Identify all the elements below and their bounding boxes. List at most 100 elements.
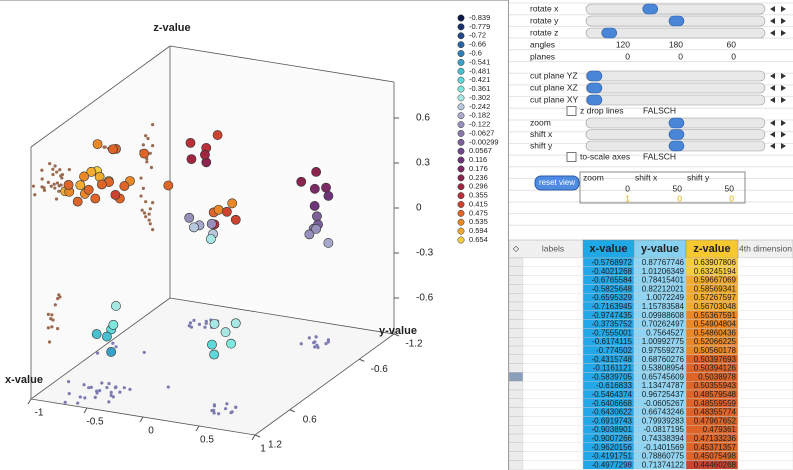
x-tick-label: -0.5 — [86, 417, 104, 428]
data-point — [220, 327, 231, 338]
cell-value: 0.50560178 — [694, 346, 737, 355]
slider-right-arrow[interactable] — [781, 18, 786, 24]
slider-right-arrow[interactable] — [781, 131, 786, 138]
slider-right-arrow[interactable] — [781, 30, 786, 36]
slider-thumb[interactable] — [668, 15, 685, 27]
wall-shadow — [148, 151, 152, 155]
legend-swatch — [457, 32, 465, 40]
slider-left-arrow[interactable] — [770, 6, 775, 12]
floor-shadow — [87, 386, 91, 390]
slider-left-arrow[interactable] — [770, 120, 775, 126]
wall-shadow — [40, 177, 44, 181]
wall-shadow — [56, 327, 60, 331]
slider-track[interactable] — [585, 82, 766, 94]
dimension-cell — [737, 257, 793, 268]
legend-swatch — [457, 67, 465, 75]
control-label: cut plane YZ — [530, 70, 578, 80]
data-point — [321, 182, 331, 193]
slider-left-arrow[interactable] — [770, 131, 775, 138]
wall-shadow — [50, 325, 54, 329]
wall-shadow — [146, 136, 150, 141]
slider-right-arrow[interactable] — [781, 143, 786, 149]
cell-value: 0.45371357 — [694, 443, 737, 452]
cell-value: 0.96725437 — [642, 390, 685, 399]
data-point — [63, 179, 74, 190]
slider-right-arrow[interactable] — [781, 97, 786, 103]
slider-right-arrow[interactable] — [781, 6, 786, 12]
legend-label: -0.302 — [469, 93, 490, 102]
legend-label: -0.0627 — [469, 128, 494, 137]
wall-shadow — [31, 184, 36, 188]
dimension-cell — [737, 398, 793, 408]
checkbox[interactable] — [566, 152, 577, 162]
label-cell — [522, 451, 584, 461]
slider-track[interactable] — [585, 3, 766, 15]
data-point — [111, 301, 121, 311]
data-point — [207, 339, 217, 350]
slider-left-arrow[interactable] — [770, 18, 775, 24]
reset-button[interactable] — [534, 175, 580, 191]
y-tick-label: 1.2 — [268, 440, 282, 451]
wall-shadow — [149, 165, 154, 170]
dimension-cell — [737, 363, 793, 373]
control-label: zoom — [530, 117, 551, 127]
floor-shadow — [109, 393, 113, 398]
view-table-header: shift x — [635, 172, 658, 182]
slider-track[interactable] — [585, 94, 766, 106]
slider-left-arrow[interactable] — [770, 97, 775, 103]
slider-thumb[interactable] — [586, 82, 603, 94]
slider-left-arrow[interactable] — [770, 85, 775, 91]
wall-shadow — [49, 184, 53, 188]
floor-shadow — [66, 379, 71, 384]
slider-thumb[interactable] — [586, 94, 603, 106]
floor-shadow — [307, 336, 311, 340]
column-header: labels — [542, 243, 564, 253]
label-cell — [522, 293, 584, 303]
slider-left-arrow[interactable] — [770, 73, 775, 79]
cell-value: 0.09988608 — [642, 311, 685, 320]
slider-left-arrow[interactable] — [770, 30, 775, 36]
cell-value: 0.65745609 — [642, 372, 685, 381]
cell-value: 0.47967652 — [694, 416, 737, 425]
cell-value: 0.7564527 — [646, 328, 684, 337]
slider-right-arrow[interactable] — [781, 85, 786, 91]
control-label: rotate x — [530, 3, 559, 13]
slider-right-arrow[interactable] — [781, 73, 786, 79]
slider-track[interactable] — [585, 70, 766, 82]
slider-left-arrow[interactable] — [770, 143, 775, 149]
slider-right-arrow[interactable] — [781, 120, 786, 126]
slider-track[interactable] — [585, 27, 766, 39]
slider-thumb[interactable] — [668, 140, 685, 152]
legend-swatch — [457, 147, 465, 155]
cell-value: 0.48579548 — [694, 390, 737, 399]
legend-label: 0.594 — [469, 226, 488, 235]
spreadsheet: ◇ labels x-value y-value z-value 4th dimensio… — [508, 239, 793, 470]
wall-shadow — [40, 168, 44, 172]
cell-value: 0.79939283 — [642, 416, 685, 425]
legend-label: -0.6 — [469, 49, 482, 58]
z-tick-label: 0.6 — [416, 113, 430, 124]
cell-value: 0.50397693 — [694, 355, 737, 364]
control-value: 0 — [731, 51, 736, 61]
wall-shadow — [147, 218, 151, 222]
dimension-cell — [737, 328, 793, 338]
data-point — [185, 137, 196, 148]
dimension-cell — [737, 460, 793, 470]
floor-shadow — [225, 402, 229, 406]
cell-value: 0.47133236 — [694, 434, 737, 443]
slider-thumb[interactable] — [642, 3, 659, 15]
wall-shadow — [59, 183, 63, 187]
box-edge — [169, 45, 395, 83]
slider-thumb[interactable] — [586, 70, 603, 82]
control-value: 0 — [625, 51, 630, 61]
data-point — [83, 184, 94, 195]
slider-thumb[interactable] — [668, 129, 685, 140]
checkbox[interactable] — [566, 106, 577, 116]
data-point — [75, 180, 86, 191]
floor-shadow — [128, 387, 132, 391]
slider-thumb[interactable] — [668, 117, 685, 129]
slider-thumb[interactable] — [601, 27, 618, 39]
floor-shadow — [122, 386, 126, 390]
cell-value: -0.9007266 — [592, 434, 633, 443]
wall-back — [170, 46, 394, 334]
